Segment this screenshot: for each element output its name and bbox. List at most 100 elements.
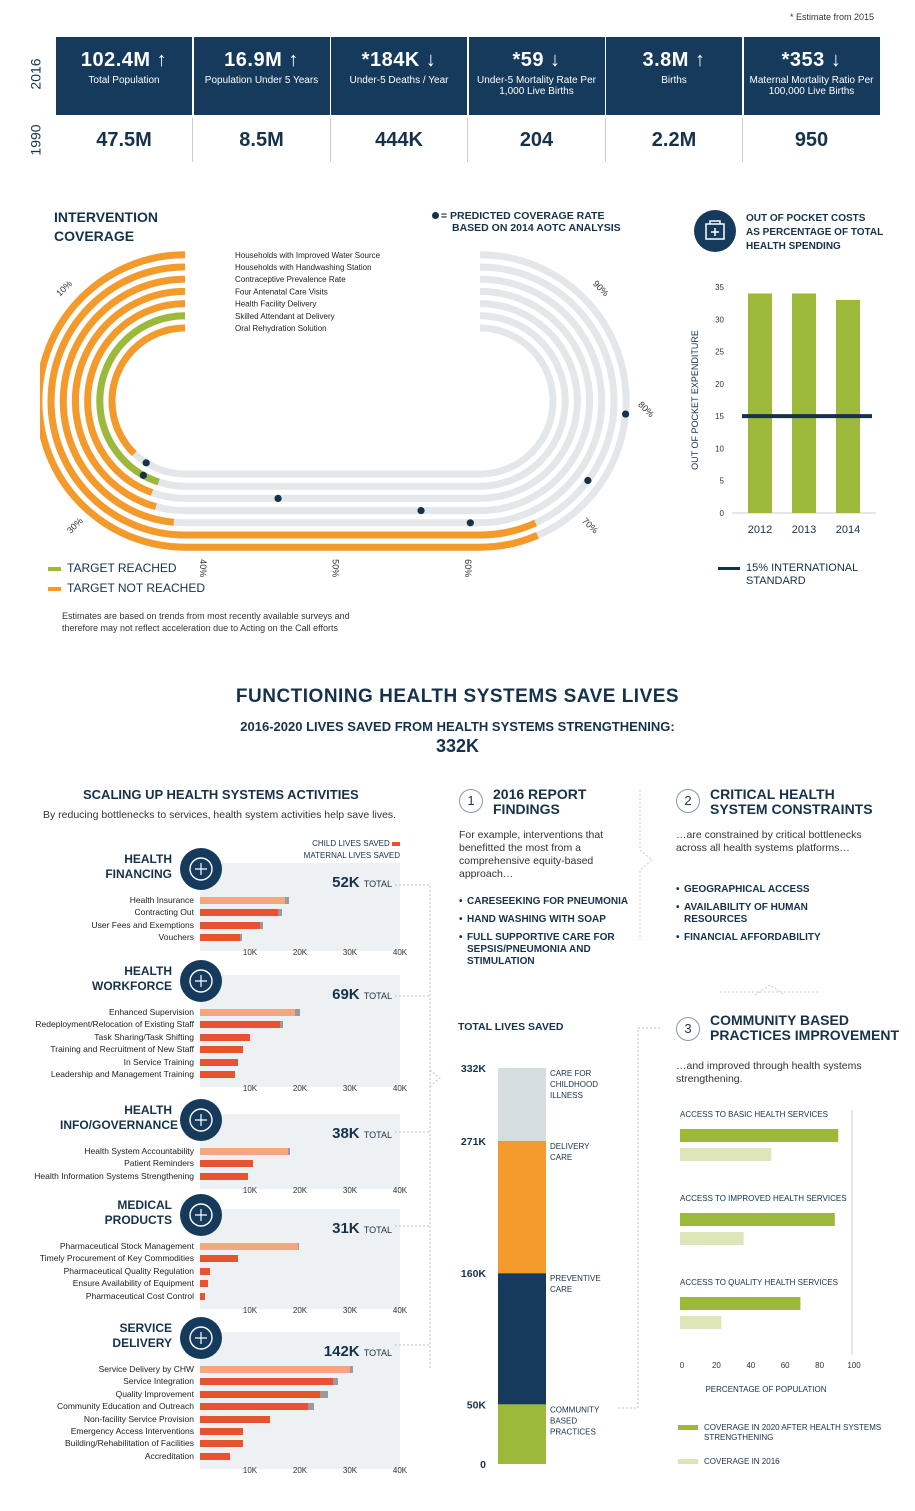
activity-label: Enhanced Supervision (108, 1007, 194, 1017)
group-title-line1: SERVICE (119, 1321, 172, 1335)
stat-1990-value: 8.5M (194, 118, 331, 162)
coverage-axis-tick: 70% (580, 516, 600, 536)
child-swatch-icon (392, 841, 400, 846)
lives-segment-label: PRACTICES (550, 1427, 596, 1436)
predicted-dot (274, 494, 282, 502)
activity-x-tick: 20K (292, 1466, 308, 1476)
coverage-x-tick: 100 (847, 1361, 861, 1370)
bullet-dot-icon: • (676, 902, 680, 913)
child-lives-bar (200, 1378, 333, 1386)
coverage-series-label: Households with Improved Water Source (235, 251, 381, 260)
child-lives-bar (200, 1148, 288, 1155)
maternal-lives-bar (297, 1243, 299, 1250)
stat-value: 16.9M ↑ (224, 49, 299, 71)
child-lives-bar (200, 1280, 208, 1288)
oop-y-tick: 10 (715, 444, 724, 453)
coverage-x-tick: 80 (815, 1361, 824, 1370)
scaling-title: SCALING UP HEALTH SYSTEMS ACTIVITIES (83, 787, 359, 802)
stat-label: Population Under 5 Years (204, 75, 319, 86)
activity-x-tick: 20K (292, 1306, 308, 1315)
activity-x-tick: 10K (242, 1186, 258, 1196)
stat-1990-value: 47.5M (56, 118, 193, 162)
finding-bullet: • CARESEEKING FOR PNEUMONIA (459, 896, 629, 908)
predicted-dot (466, 519, 474, 527)
oop-legend: 15% INTERNATIONAL STANDARD (718, 562, 858, 588)
coverage-title-line2: COVERAGE (54, 228, 135, 244)
bullet-dot-icon: • (459, 896, 463, 907)
coverage-track-chart: Households with Improved Water Source Hou… (40, 251, 656, 577)
lives-segment-label: CHILDHOOD (550, 1080, 598, 1089)
scaling-subtitle: By reducing bottlenecks to services, hea… (43, 809, 397, 821)
oop-y-tick: 20 (715, 380, 724, 389)
child-lives-bar (200, 1033, 250, 1041)
coverage-series-label: Health Facility Delivery (235, 300, 316, 309)
predicted-dot (622, 410, 630, 418)
lives-segment-label: ILLNESS (550, 1091, 583, 1100)
predicted-dot (139, 471, 147, 479)
group-total: 31K TOTAL (332, 1220, 392, 1237)
group-title-line2: DELIVERY (112, 1336, 172, 1350)
child-lives-bar (200, 1267, 210, 1275)
child-lives-bar (200, 1452, 230, 1460)
activity-label: Task Sharing/Task Shifting (94, 1031, 194, 1042)
maternal-lives-bar (320, 1390, 328, 1398)
activity-label: Contracting Out (134, 907, 194, 918)
lives-tick: 0 (480, 1459, 486, 1471)
coverage-x-tick: 0 (680, 1361, 685, 1370)
finding-bullet: • AVAILABILITY OF HUMAN RESOURCES (676, 902, 866, 926)
activity-x-tick: 20K (292, 1186, 308, 1196)
oop-y-tick: 30 (715, 315, 724, 324)
coverage-track (47, 263, 618, 539)
group-icon (180, 1317, 222, 1359)
col1-title-line1: 2016 REPORT (493, 786, 587, 802)
coverage-group-label: ACCESS TO IMPROVED HEALTH SERVICES (680, 1194, 847, 1203)
bullet-text: HAND WASHING WITH SOAP (467, 914, 606, 925)
stat-1990-value: 204 (469, 118, 606, 162)
child-lives-bar (200, 921, 260, 929)
child-lives-bar (200, 1366, 350, 1373)
lives-tick: 332K (461, 1063, 487, 1075)
activity-x-tick: 30K (342, 1306, 358, 1315)
wallet-icon (694, 210, 736, 252)
lives-segment-label: CARE (550, 1153, 572, 1162)
group-title: MEDICAL PRODUCTS (60, 1198, 172, 1228)
col2-title-line2: SYSTEM CONSTRAINTS (710, 801, 873, 817)
coverage-2016-bar (680, 1316, 722, 1329)
activity-label: Building/Rehabilitation of Facilities (65, 1438, 194, 1449)
bullet-text: FINANCIAL AFFORDABILITY (684, 932, 821, 943)
coverage-bar (108, 324, 557, 478)
stat-value: 102.4M ↑ (80, 49, 168, 71)
child-lives-bar (200, 1403, 308, 1411)
legend-not-reached: TARGET NOT REACHED (48, 581, 205, 595)
oop-bar (792, 293, 816, 513)
coverage-2020-swatch-icon (678, 1425, 698, 1430)
standard-line-icon (718, 566, 740, 570)
group-icon (180, 1194, 222, 1236)
child-lives-bar (200, 1243, 298, 1250)
activity-label: Vouchers (158, 932, 194, 943)
coverage-2020-bar (680, 1129, 839, 1142)
finding-bullet: • FULL SUPPORTIVE CARE FOR SEPSIS/PNEUMON… (459, 932, 629, 968)
finding-bullet: • FINANCIAL AFFORDABILITY (676, 932, 866, 944)
coverage-axis-tick: 30% (65, 516, 85, 536)
coverage-bar (96, 312, 569, 490)
activity-x-tick: 40K (392, 1084, 408, 1094)
predicted-legend-line2: BASED ON 2014 AOTC ANALYSIS (452, 222, 621, 234)
maternal-lives-bar (307, 1403, 314, 1411)
maternal-lives-bar (287, 1148, 290, 1155)
coverage-bar (84, 300, 581, 502)
group-title-line2: PRODUCTS (104, 1213, 172, 1227)
activity-label: Training and Recruitment of New Staff (50, 1044, 194, 1055)
group-total: 142K TOTAL (323, 1343, 392, 1360)
activity-x-tick: 30K (342, 1466, 358, 1476)
predicted-legend-line1: = PREDICTED COVERAGE RATE (441, 210, 605, 222)
group-title: HEALTH FINANCING (60, 852, 172, 882)
group-title-line2: FINANCING (105, 867, 172, 881)
coverage-2016-bar (680, 1232, 744, 1245)
systems-total: 332K (435, 736, 480, 756)
activity-label: Non-facility Service Provision (83, 1413, 194, 1424)
systems-title: FUNCTIONING HEALTH SYSTEMS SAVE LIVES (235, 686, 680, 707)
bullet-dot-icon: • (459, 914, 463, 925)
maternal-lives-bar (277, 909, 282, 917)
activity-label: Service Delivery by CHW (98, 1364, 194, 1374)
